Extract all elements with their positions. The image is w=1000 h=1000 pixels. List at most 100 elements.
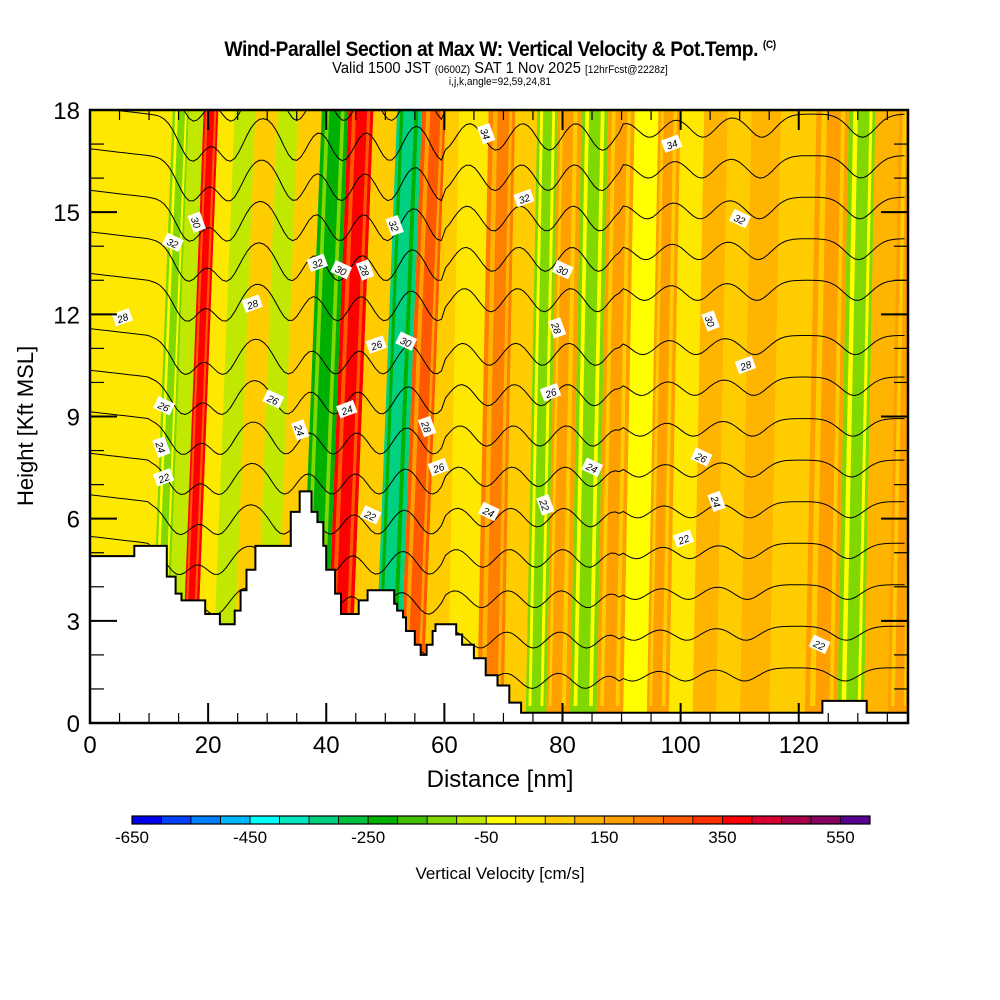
theta-contour-27 (90, 411, 905, 455)
colorbar-swatch (515, 815, 546, 825)
w-band-edge (481, 110, 498, 706)
contour-label-bg (729, 208, 751, 229)
contour-label: 28 (111, 308, 134, 327)
contour-label-text: 32 (311, 257, 326, 271)
contour-label: 28 (548, 317, 567, 339)
w-band-edge (528, 110, 544, 706)
w-band (165, 110, 204, 723)
contour-label-text: 28 (418, 419, 433, 435)
w-band-edge (402, 110, 431, 706)
contour-label-text: 26 (155, 400, 171, 415)
contour-label-text: 32 (518, 193, 533, 207)
x-tick-label: 20 (195, 732, 222, 759)
w-band-edge (540, 110, 556, 706)
contour-label: 30 (187, 211, 206, 233)
contour-label: 26 (690, 447, 713, 467)
x-tick-label: 80 (549, 732, 576, 759)
contour-label: 28 (356, 259, 375, 281)
w-band-edge (561, 110, 578, 706)
contour-label: 26 (427, 457, 450, 477)
contour-label-bg (551, 259, 574, 280)
colorbar-tick-label: -450 (233, 828, 268, 847)
y-axis-label: Height [Kft MSL] (13, 345, 38, 506)
contour-label: 26 (539, 383, 562, 402)
w-band-core (184, 110, 215, 689)
w-band-edge (548, 110, 564, 706)
contour-label-bg (262, 389, 285, 409)
contour-label-text: 30 (188, 216, 202, 231)
theta-contour-25 (90, 494, 905, 536)
utc-time: (0600Z) (434, 64, 471, 76)
contour-label-bg (660, 134, 683, 153)
contour-label-text: 26 (369, 339, 385, 354)
colorbar-swatch (751, 815, 782, 825)
w-band-core (603, 110, 628, 689)
w-band (668, 110, 705, 723)
theta-contour-26 (90, 452, 905, 496)
colorbar-tick-label: -250 (351, 828, 386, 847)
w-band-edge (343, 110, 371, 706)
w-band-edge (497, 110, 513, 706)
theta-contour-35 (183, 110, 604, 122)
contour-label-text: 32 (165, 237, 180, 252)
y-tick-label: 3 (67, 609, 80, 636)
contour-label-bg (306, 253, 328, 273)
contour-label-text: 28 (115, 312, 131, 327)
colorbar-tick-label: -650 (114, 828, 150, 847)
contour-label: 26 (153, 396, 175, 416)
w-band (231, 110, 278, 723)
theta-contour-34 (108, 110, 905, 162)
x-tick-label: 0 (83, 732, 96, 759)
colorbar-frame (131, 815, 871, 825)
theta-contour-31 (90, 231, 905, 282)
contour-label-bg (701, 310, 720, 332)
contour-label: 32 (162, 232, 184, 253)
w-band-edge (161, 110, 188, 706)
contour-label-text: 22 (676, 533, 692, 548)
contour-label-text: 22 (362, 509, 378, 524)
contour-label-text: 26 (543, 387, 559, 402)
contour-label-bg (707, 490, 726, 513)
colorbar-swatch (692, 815, 723, 825)
colorbar-swatch (810, 815, 841, 825)
contour-label: 34 (476, 122, 496, 145)
contour-label: 30 (395, 331, 418, 351)
contour-label: 24 (581, 457, 604, 477)
contour-label-text: 30 (398, 336, 413, 351)
w-band (349, 110, 398, 723)
theta-contour-29 (90, 328, 905, 376)
colorbar-swatch (574, 815, 605, 825)
w-band-edge (661, 110, 678, 706)
y-tick-label: 9 (67, 405, 80, 432)
contour-label-bg (365, 335, 387, 354)
contour-label-text: 30 (333, 264, 348, 279)
contour-labels: 28 26 24 22 32 30 28 26 24 32 30 28 24 22 32 26 30 28 26 24… (111, 122, 831, 654)
contour-label-text: 24 (152, 440, 167, 456)
y-tick-label: 15 (53, 200, 80, 227)
colorbar-swatch (190, 815, 221, 825)
contour-label-bg (290, 419, 310, 441)
theta-contour-23 (90, 577, 905, 616)
w-band-core (406, 110, 441, 689)
colorbar-swatch (722, 815, 753, 825)
colorbar-swatch (485, 815, 517, 825)
contour-label-bg (581, 457, 604, 477)
contour-label-bg (153, 396, 175, 416)
contour-label-text: 24 (707, 494, 722, 510)
w-band-core (894, 110, 908, 689)
contour-label: 30 (551, 259, 574, 280)
contour-label-text: 30 (702, 315, 716, 330)
contour-label-bg (539, 383, 562, 402)
contour-label: 24 (336, 400, 358, 419)
contour-label-bg (152, 468, 175, 487)
contour-label: 26 (262, 389, 285, 409)
x-tick-label: 120 (779, 732, 819, 759)
contour-label: 32 (306, 253, 328, 273)
contour-label-bg (427, 457, 450, 477)
colorbar (131, 815, 871, 825)
contour-label: 32 (513, 188, 535, 208)
w-band-core (846, 110, 870, 689)
x-tick-label: 40 (313, 732, 340, 759)
contour-label-text: 24 (583, 461, 599, 476)
